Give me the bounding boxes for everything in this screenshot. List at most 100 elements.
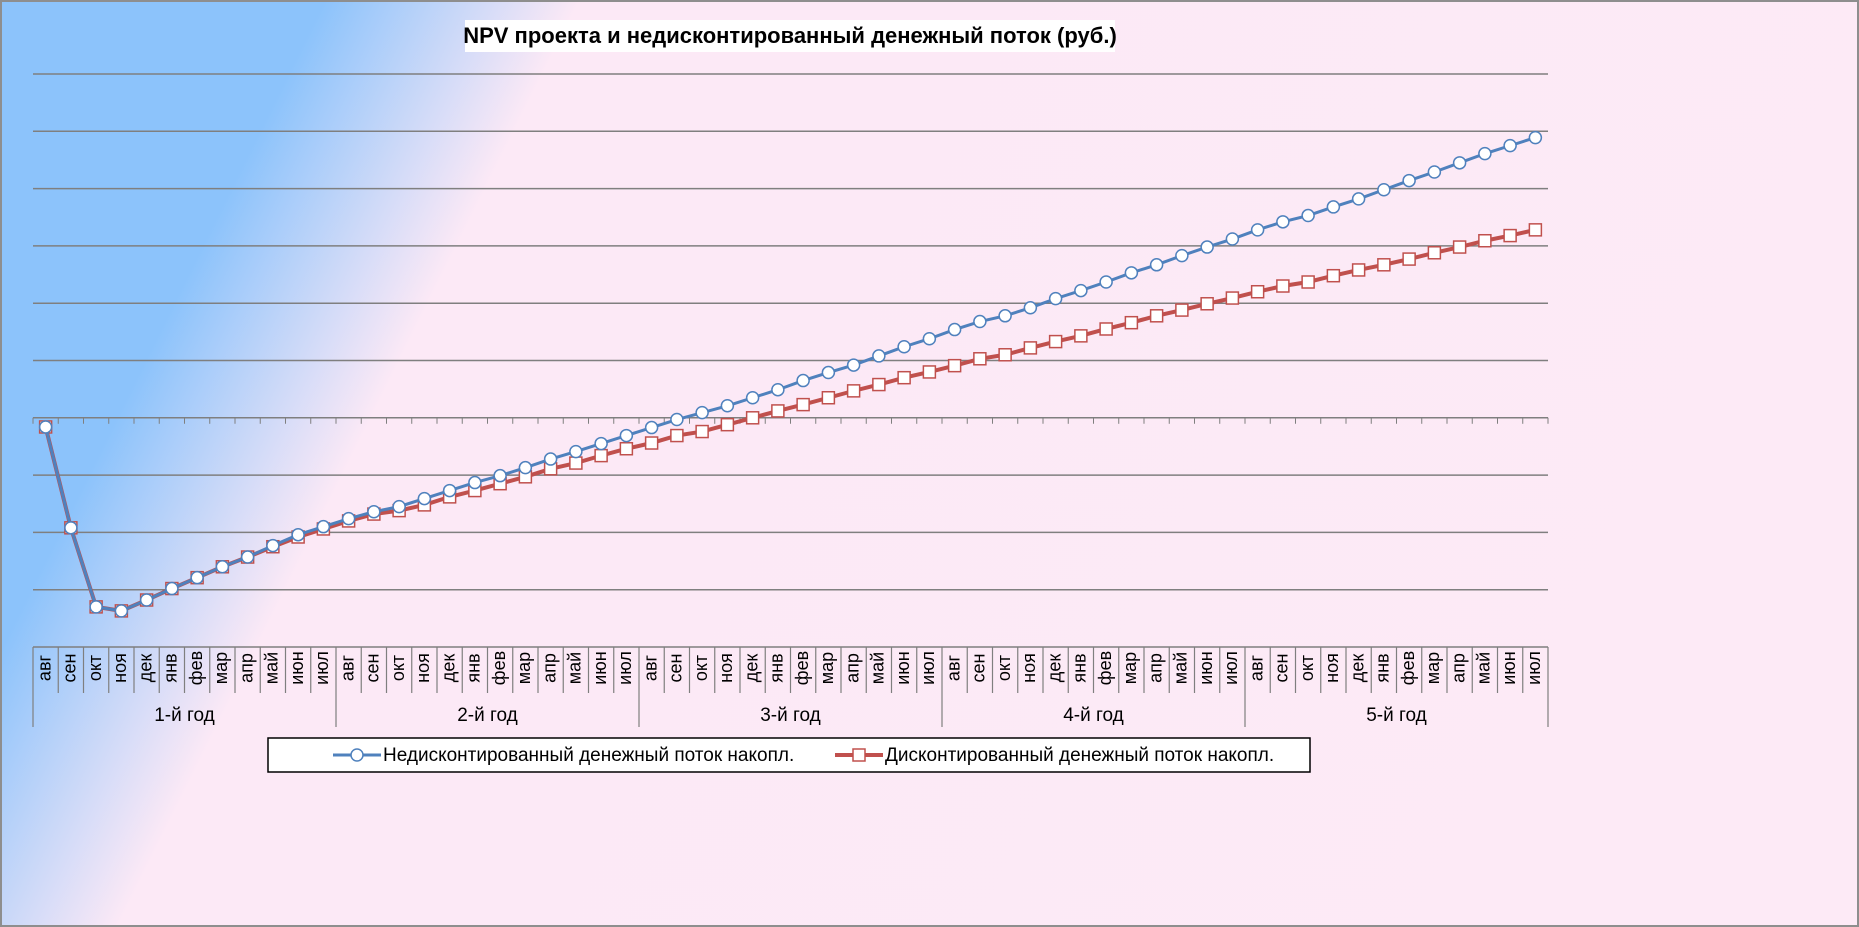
x-tick-label: авг bbox=[34, 654, 54, 681]
point bbox=[745, 411, 760, 425]
x-tick-label: июл bbox=[1221, 651, 1241, 685]
x-tick-label: мар bbox=[1423, 652, 1443, 684]
legend-marker bbox=[350, 748, 364, 762]
point bbox=[998, 348, 1012, 362]
x-tick-label: окт bbox=[388, 655, 408, 681]
point bbox=[973, 314, 987, 329]
point bbox=[1023, 341, 1038, 355]
point bbox=[796, 397, 810, 412]
point bbox=[1452, 240, 1467, 254]
point bbox=[947, 322, 962, 337]
point bbox=[897, 339, 911, 354]
point bbox=[139, 593, 154, 607]
x-tick-label: фев bbox=[489, 651, 509, 685]
x-tick-label: окт bbox=[85, 655, 105, 681]
point bbox=[569, 456, 583, 470]
point bbox=[922, 365, 937, 379]
point bbox=[165, 581, 179, 596]
point bbox=[1074, 283, 1088, 298]
point bbox=[594, 448, 608, 463]
point bbox=[1276, 279, 1290, 293]
x-tick-label: фев bbox=[792, 651, 812, 685]
point bbox=[1200, 240, 1214, 254]
x-tick-label: янв bbox=[1070, 653, 1090, 682]
point bbox=[1503, 228, 1517, 243]
point bbox=[1377, 182, 1391, 197]
point bbox=[872, 349, 886, 363]
point bbox=[1301, 208, 1315, 223]
point bbox=[543, 452, 558, 466]
x-tick-label: фев bbox=[1398, 651, 1418, 685]
x-tick-label: июл bbox=[1524, 651, 1544, 685]
point bbox=[1427, 165, 1442, 179]
x-tick-label: июл bbox=[918, 651, 938, 685]
point bbox=[1452, 156, 1467, 170]
x-tick-label: апр bbox=[1448, 653, 1468, 683]
point bbox=[1149, 258, 1164, 272]
point bbox=[644, 420, 659, 435]
group-label: 5-й год bbox=[1366, 705, 1427, 726]
point bbox=[1074, 329, 1088, 343]
x-tick-label: июн bbox=[893, 651, 913, 685]
point bbox=[1200, 297, 1214, 311]
title-box bbox=[465, 20, 1115, 52]
x-tick-label: окт bbox=[1297, 655, 1317, 681]
point bbox=[771, 404, 785, 418]
point bbox=[1124, 266, 1139, 280]
point bbox=[695, 424, 709, 439]
point bbox=[1351, 192, 1366, 206]
point bbox=[1402, 252, 1416, 266]
x-tick-label: ноя bbox=[110, 653, 130, 683]
x-tick-label: май bbox=[262, 652, 282, 684]
x-tick-label: мар bbox=[817, 652, 837, 684]
point bbox=[1528, 223, 1543, 237]
x-tick-label: мар bbox=[514, 652, 534, 684]
point bbox=[392, 499, 406, 514]
point bbox=[89, 600, 103, 614]
point bbox=[1225, 232, 1240, 246]
point bbox=[240, 550, 255, 564]
x-tick-label: окт bbox=[691, 655, 711, 681]
point bbox=[670, 428, 684, 443]
point bbox=[1023, 301, 1038, 315]
point bbox=[518, 460, 533, 475]
x-tick-label: фев bbox=[186, 651, 206, 685]
x-tick-label: дек bbox=[135, 654, 155, 683]
x-tick-label: май bbox=[868, 652, 888, 684]
x-tick-label: июл bbox=[615, 651, 635, 685]
point bbox=[745, 390, 760, 405]
x-tick-label: май bbox=[565, 652, 585, 684]
point bbox=[190, 570, 204, 585]
x-tick-label: апр bbox=[539, 653, 559, 683]
x-tick-label: сен bbox=[969, 654, 989, 683]
point bbox=[291, 527, 305, 542]
point bbox=[1503, 138, 1517, 153]
x-tick-label: ноя bbox=[1019, 653, 1039, 683]
point bbox=[998, 309, 1012, 323]
x-tick-label: сен bbox=[363, 654, 383, 683]
point bbox=[1149, 309, 1164, 323]
point bbox=[367, 505, 381, 519]
point bbox=[720, 399, 735, 413]
point bbox=[1250, 223, 1265, 237]
point bbox=[215, 560, 230, 574]
x-tick-label: авг bbox=[943, 654, 963, 681]
legend-label: Недисконтированный денежный поток накопл… bbox=[383, 745, 794, 766]
point bbox=[266, 538, 280, 553]
point bbox=[1048, 291, 1063, 306]
point bbox=[1478, 146, 1492, 161]
x-tick-label: май bbox=[1171, 652, 1191, 684]
point bbox=[594, 436, 608, 451]
x-tick-label: ноя bbox=[716, 653, 736, 683]
x-tick-label: авг bbox=[337, 654, 357, 681]
point bbox=[1124, 315, 1139, 330]
point bbox=[1175, 248, 1189, 263]
point bbox=[64, 521, 78, 535]
point bbox=[1528, 130, 1543, 145]
group-label: 2-й год bbox=[457, 705, 518, 726]
point bbox=[316, 519, 331, 534]
point bbox=[468, 475, 482, 490]
x-tick-label: дек bbox=[1347, 654, 1367, 683]
point bbox=[922, 331, 937, 346]
